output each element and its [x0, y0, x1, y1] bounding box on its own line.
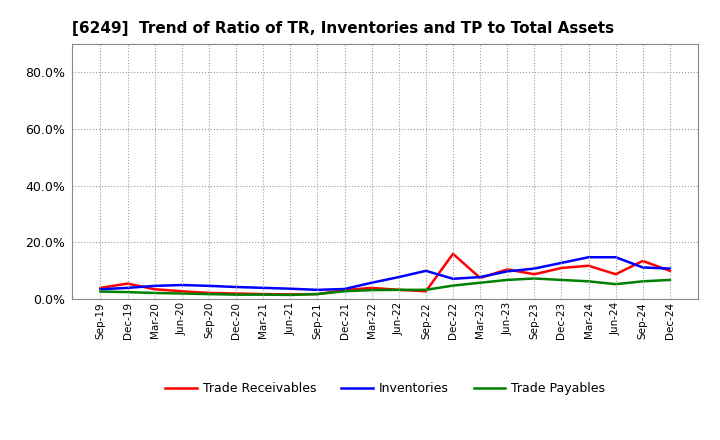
Inventories: [421, 268, 430, 274]
Trade Receivables: [503, 267, 511, 272]
Trade Payables: [341, 289, 349, 294]
Trade Receivables: [150, 286, 159, 292]
Inventories: [530, 266, 539, 271]
Trade Receivables: [232, 291, 240, 296]
Trade Receivables: [584, 263, 593, 268]
Trade Receivables: [611, 271, 620, 277]
Trade Receivables: [449, 251, 457, 257]
Inventories: [232, 284, 240, 290]
Trade Payables: [367, 287, 376, 293]
Trade Payables: [639, 279, 647, 284]
Trade Payables: [259, 292, 268, 297]
Trade Payables: [178, 291, 186, 296]
Line: Inventories: Inventories: [101, 257, 670, 290]
Trade Payables: [449, 283, 457, 288]
Trade Receivables: [367, 285, 376, 290]
Trade Receivables: [557, 265, 566, 271]
Trade Receivables: [341, 287, 349, 293]
Inventories: [557, 260, 566, 266]
Inventories: [150, 283, 159, 289]
Trade Payables: [204, 291, 213, 297]
Trade Payables: [232, 292, 240, 297]
Inventories: [449, 276, 457, 282]
Text: [6249]  Trend of Ratio of TR, Inventories and TP to Total Assets: [6249] Trend of Ratio of TR, Inventories…: [72, 21, 614, 36]
Trade Receivables: [286, 292, 294, 297]
Trade Payables: [313, 291, 322, 297]
Inventories: [476, 275, 485, 280]
Inventories: [178, 282, 186, 288]
Trade Payables: [503, 277, 511, 282]
Trade Payables: [96, 289, 105, 294]
Trade Receivables: [259, 291, 268, 297]
Inventories: [611, 255, 620, 260]
Trade Receivables: [665, 268, 674, 274]
Trade Payables: [123, 290, 132, 295]
Trade Receivables: [421, 289, 430, 294]
Trade Payables: [584, 279, 593, 284]
Inventories: [313, 287, 322, 293]
Trade Receivables: [204, 290, 213, 296]
Inventories: [503, 269, 511, 274]
Inventories: [367, 280, 376, 286]
Trade Payables: [286, 292, 294, 297]
Trade Receivables: [476, 275, 485, 281]
Inventories: [96, 286, 105, 292]
Inventories: [639, 265, 647, 270]
Inventories: [259, 285, 268, 290]
Trade Receivables: [123, 281, 132, 286]
Trade Payables: [530, 276, 539, 281]
Line: Trade Payables: Trade Payables: [101, 279, 670, 295]
Trade Payables: [395, 287, 403, 293]
Trade Receivables: [178, 289, 186, 294]
Trade Receivables: [639, 258, 647, 264]
Trade Receivables: [313, 291, 322, 297]
Trade Receivables: [530, 271, 539, 277]
Inventories: [123, 285, 132, 290]
Trade Payables: [665, 277, 674, 282]
Inventories: [204, 283, 213, 289]
Trade Payables: [421, 287, 430, 293]
Inventories: [395, 275, 403, 280]
Inventories: [341, 286, 349, 292]
Inventories: [286, 286, 294, 291]
Line: Trade Receivables: Trade Receivables: [101, 254, 670, 294]
Legend: Trade Receivables, Inventories, Trade Payables: Trade Receivables, Inventories, Trade Pa…: [161, 377, 610, 400]
Inventories: [584, 255, 593, 260]
Trade Payables: [611, 282, 620, 287]
Trade Receivables: [96, 285, 105, 290]
Trade Payables: [557, 277, 566, 282]
Inventories: [665, 266, 674, 271]
Trade Payables: [150, 290, 159, 296]
Trade Payables: [476, 280, 485, 286]
Trade Receivables: [395, 287, 403, 293]
